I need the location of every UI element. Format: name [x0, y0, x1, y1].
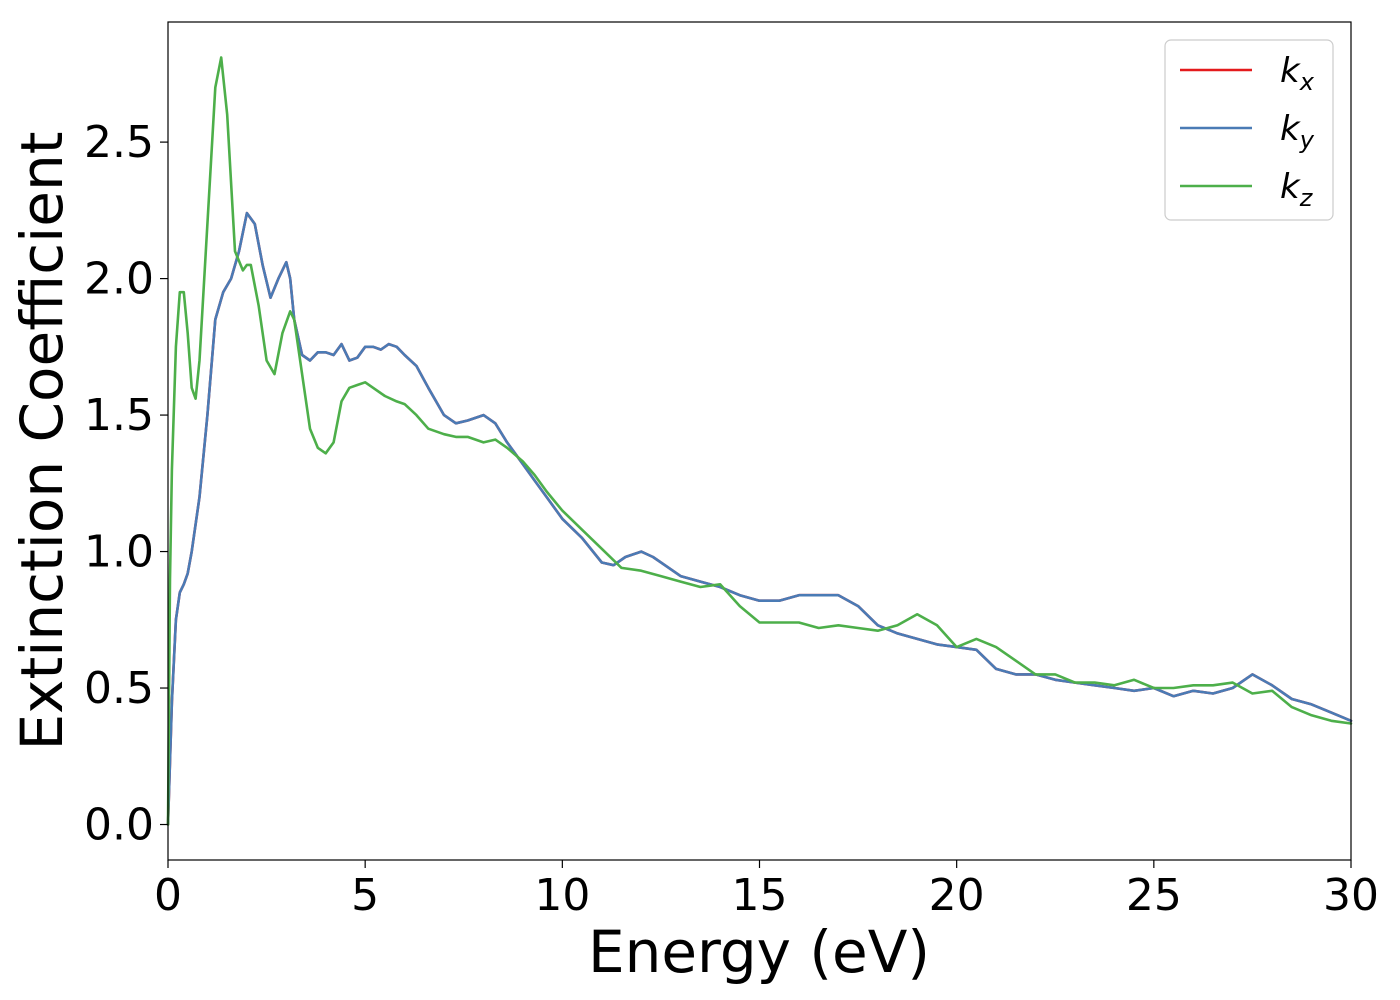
legend-label-x: kx [1280, 51, 1315, 96]
x-axis-ticks: 0 5 10 15 20 25 30 [154, 860, 1379, 921]
legend: kx ky kz [1164, 39, 1334, 221]
x-tick-label: 30 [1323, 870, 1379, 921]
series-line-y [166, 211, 1353, 826]
y-tick-label: 0.5 [84, 663, 154, 714]
series-line-x [166, 211, 1353, 826]
x-tick-label: 5 [351, 870, 379, 921]
x-tick-label: 10 [534, 870, 590, 921]
x-tick-label: 15 [732, 870, 788, 921]
y-tick-label: 1.5 [84, 390, 154, 441]
series-line-z [166, 56, 1353, 826]
y-tick-label: 1.0 [84, 527, 154, 578]
legend-box [1164, 39, 1334, 221]
y-axis-title: Extinction Coefficient [8, 132, 76, 751]
x-tick-label: 20 [929, 870, 985, 921]
y-tick-label: 2.0 [84, 254, 154, 305]
legend-label-z: kz [1280, 167, 1314, 212]
x-tick-label: 25 [1126, 870, 1182, 921]
y-axis-ticks: 0.0 0.5 1.0 1.5 2.0 2.5 [84, 117, 168, 851]
y-tick-label: 2.5 [84, 117, 154, 168]
plot-curves [166, 56, 1353, 826]
x-tick-label: 0 [154, 870, 182, 921]
y-tick-label: 0.0 [84, 800, 154, 851]
legend-label-y: ky [1280, 109, 1315, 154]
x-axis-title: Energy (eV) [588, 918, 930, 986]
